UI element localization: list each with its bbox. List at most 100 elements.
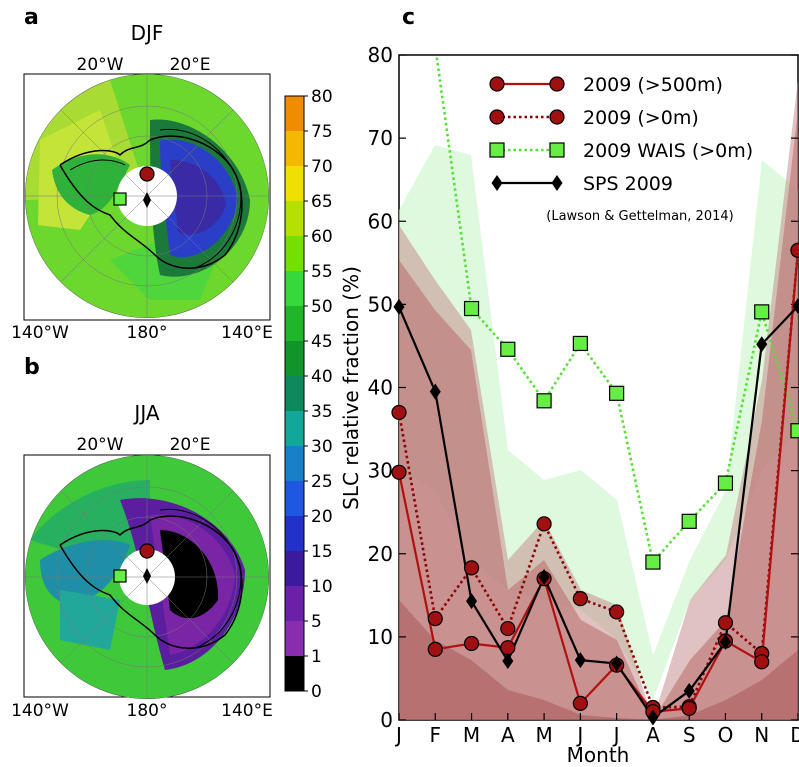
map-b-label-140e: 140°E [221, 701, 273, 721]
y-tick-label: 50 [368, 292, 393, 316]
jja-sps-marker [139, 543, 155, 559]
map-a-label-180: 180° [127, 323, 168, 343]
series-point [427, 641, 443, 657]
x-tick-label: M [535, 723, 552, 747]
series-point [536, 393, 552, 409]
panel-c-letter: c [402, 5, 415, 30]
colorbar-tick-label: 70 [311, 157, 333, 177]
colorbar-swatch [285, 201, 304, 237]
legend-marker [489, 109, 505, 125]
series-point [463, 560, 480, 576]
legend-label: 2009 (>0m) [583, 107, 699, 129]
y-tick-label: 0 [380, 708, 393, 732]
series-point [466, 593, 478, 610]
map-b-label-20w: 20°W [77, 435, 124, 455]
series-point [463, 635, 480, 652]
colorbar-swatch [285, 341, 304, 377]
series-point [792, 298, 799, 315]
series-point [681, 700, 697, 716]
series-point [393, 298, 405, 315]
series-point [502, 652, 514, 669]
djf-wais-marker [113, 192, 127, 206]
colorbar-swatch [285, 481, 304, 517]
series-point [681, 513, 697, 529]
colorbar-swatch [285, 376, 304, 412]
legend-label: 2009 (>500m) [583, 74, 723, 96]
colorbar-tick-label: 10 [311, 577, 333, 597]
series-point [754, 654, 770, 670]
colorbar-tick-label: 5 [311, 612, 322, 632]
map-b-label-140w: 140°W [11, 701, 69, 721]
y-tick-label: 30 [368, 459, 393, 483]
map-a-label-140w: 140°W [11, 323, 69, 343]
series-point [391, 404, 407, 421]
colorbar-swatch [285, 166, 304, 202]
colorbar-tick-label: 1 [311, 647, 322, 667]
colorbar-swatch [285, 586, 304, 622]
djf-diamond-marker [143, 192, 151, 208]
legend-marker [549, 109, 565, 125]
series-point [538, 569, 550, 586]
sls-band-darkest [399, 600, 798, 720]
legend-marker [489, 76, 505, 92]
colorbar-swatch [285, 131, 304, 167]
series-point [500, 341, 516, 357]
colorbar-swatch [285, 656, 304, 692]
colorbar-swatch [285, 306, 304, 342]
x-tick-label: O [718, 723, 734, 747]
uncertainty-bands [399, 80, 798, 720]
series-line [399, 250, 798, 709]
sls-band-dark [399, 110, 798, 720]
map-b-label-180: 180° [127, 701, 168, 721]
colorbar-tick-label: 35 [311, 402, 333, 422]
y-tick-label: 10 [368, 625, 393, 649]
y-axis-label: SLC relative fraction (%) [339, 266, 363, 510]
x-axis-label: Month [567, 743, 630, 767]
series-point [429, 383, 441, 400]
series-point [790, 242, 799, 258]
colorbar-swatch [285, 96, 304, 132]
series-point [645, 554, 661, 570]
colorbar-frame [284, 95, 305, 692]
series-point [391, 464, 407, 480]
colorbar-tick-label: 45 [311, 332, 333, 352]
x-tick-label: J [394, 723, 402, 747]
jja-wais-marker [113, 569, 127, 583]
legend: 2009 (>500m) 2009 (>0m) 2009 WAIS (>0m) SPS… [489, 74, 753, 195]
legend-marker [549, 76, 565, 92]
x-tick-label: M [463, 723, 480, 747]
series-point [572, 695, 588, 711]
chart-annotation: (Lawson & Gettelman, 2014) [546, 209, 733, 224]
map-b-label-20e: 20°E [170, 435, 211, 455]
legend-marker [491, 175, 503, 191]
colorbar-tick-label: 65 [311, 192, 333, 212]
colorbar-swatch [285, 236, 304, 272]
x-tick-label: N [754, 723, 769, 747]
series-point [754, 304, 770, 320]
legend-label: SPS 2009 [583, 173, 673, 195]
panel-a-letter: a [24, 5, 39, 30]
x-tick-label: D [790, 723, 799, 747]
y-tick-label: 70 [368, 126, 393, 150]
jja-diamond-marker [143, 568, 151, 584]
series-point [574, 652, 586, 669]
x-tick-label: F [430, 723, 442, 747]
legend-marker [549, 142, 565, 158]
djf-sps-marker [139, 166, 155, 182]
colorbar-tick-label: 20 [311, 507, 333, 527]
series-point [790, 423, 799, 439]
y-tick-label: 60 [368, 209, 393, 233]
colorbar-tick-label: 55 [311, 262, 333, 282]
map-jja [23, 454, 271, 699]
colorbar-swatch [285, 446, 304, 482]
colorbar-tick-label: 50 [311, 297, 333, 317]
colorbar-swatch [285, 411, 304, 447]
series-point [717, 615, 734, 631]
series-point [500, 620, 516, 637]
colorbar-swatch [285, 621, 304, 657]
colorbar-swatch [285, 271, 304, 307]
colorbar-tick-label: 25 [311, 472, 333, 492]
x-tick-label: J [575, 723, 583, 747]
